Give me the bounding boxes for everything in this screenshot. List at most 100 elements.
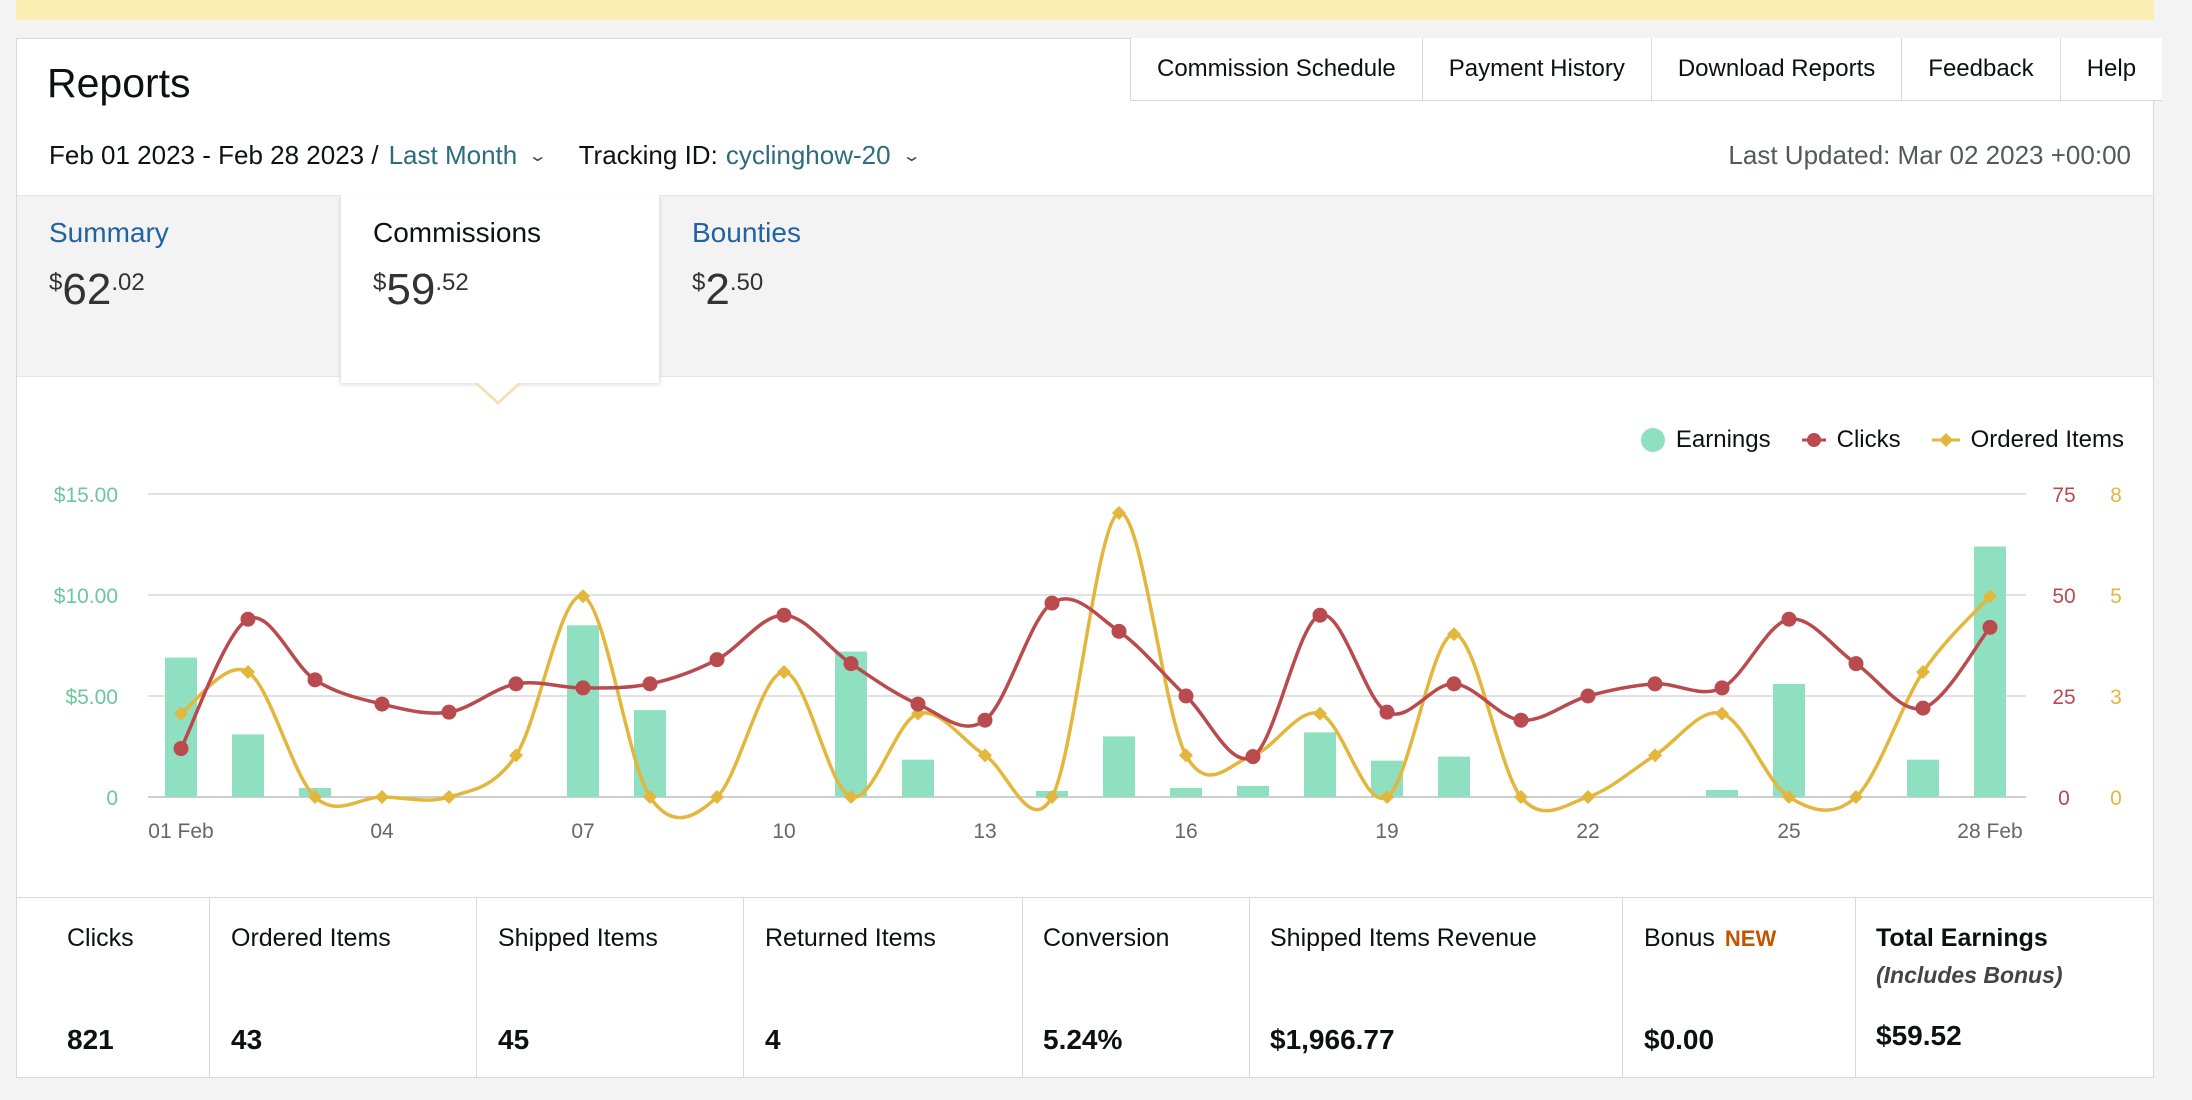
clicks-point [709, 652, 725, 668]
clicks-point [1044, 595, 1060, 611]
ordered-items-point [710, 790, 724, 804]
active-tab-pointer-inner [477, 382, 519, 401]
x-tick-label: 01 Feb [148, 820, 213, 843]
ordered-items-point [1648, 748, 1662, 763]
ordered-items-point [1715, 706, 1729, 721]
clicks-point [1178, 688, 1194, 704]
tracking-label: Tracking ID: [578, 140, 718, 170]
stat-value: 45 [498, 1024, 530, 1055]
tracking-id-dropdown[interactable]: cyclinghow-20 [725, 140, 891, 170]
ordered-items-point [1112, 505, 1126, 520]
ordered-items-point [509, 748, 523, 763]
clicks-point [910, 696, 926, 712]
ordered-items-point [844, 790, 858, 804]
y-left-tick-label: 0 [106, 787, 118, 810]
period-dropdown[interactable]: Last Month [388, 140, 518, 170]
top-nav: Commission Schedule Payment History Down… [1130, 38, 2163, 101]
stat-clicks: Clicks 821 [17, 898, 210, 1078]
ordered-items-point [1447, 627, 1461, 642]
x-tick-label: 10 [772, 820, 795, 843]
feedback-button[interactable]: Feedback [1902, 38, 2061, 100]
x-tick-label: 25 [1777, 820, 1800, 843]
stat-label: Total Earnings [1876, 924, 2048, 952]
stats-row: Clicks 821 Ordered Items 43 Shipped Item… [17, 897, 2153, 1078]
line-diamond-icon [1931, 433, 1960, 447]
earnings-bar [902, 759, 934, 797]
clicks-point [1915, 700, 1931, 716]
earnings-bar [1974, 546, 2006, 797]
earnings-bar [1706, 789, 1738, 797]
new-badge: NEW [1724, 926, 1777, 951]
ordered-items-point [241, 665, 255, 680]
clicks-point [1379, 704, 1395, 720]
earnings-bar [232, 734, 264, 797]
clicks-point [1513, 712, 1529, 728]
x-tick-label: 28 Feb [1957, 820, 2022, 843]
stat-label: Shipped Items Revenue [1270, 924, 1537, 952]
legend-clicks[interactable]: Clicks [1801, 426, 1901, 454]
y-clicks-tick-label: 75 [2052, 484, 2075, 507]
ordered-items-point [1849, 790, 1863, 804]
commissions-amount: $59.52 [373, 265, 469, 314]
tab-bounties-label[interactable]: Bounties [692, 217, 801, 248]
earnings-bar [835, 651, 867, 797]
stat-shipped-items: Shipped Items 45 [477, 898, 744, 1078]
page-title: Reports [47, 60, 191, 106]
commission-schedule-button[interactable]: Commission Schedule [1131, 38, 1423, 100]
y-left-tick-label: $15.00 [54, 484, 118, 507]
ordered-items-point [1514, 790, 1528, 804]
y-items-tick-label: 0 [2110, 787, 2122, 810]
stat-label: Bonus NEW [1644, 924, 1777, 952]
last-updated: Last Updated: Mar 02 2023 +00:00 [1728, 140, 2131, 170]
clicks-point [575, 680, 591, 696]
clicks-point [1982, 619, 1998, 635]
y-left-tick-label: $10.00 [54, 585, 118, 608]
clicks-point [642, 676, 658, 692]
y-items-tick-label: 8 [2110, 484, 2122, 507]
clicks-point [508, 676, 524, 692]
x-tick-label: 22 [1576, 820, 1599, 843]
stat-value: 43 [231, 1024, 263, 1055]
filters-bar: Feb 01 2023 - Feb 28 2023 / Last Month ⌄… [49, 140, 922, 171]
ordered-items-point [576, 589, 590, 604]
stat-value: 5.24% [1043, 1024, 1123, 1055]
earnings-chart: 0 $5.00 $10.00 $15.00 0 25 50 75 0 3 5 8 01 Feb 04 07 1… [54, 484, 2122, 843]
clicks-point [776, 607, 792, 623]
clicks-point [240, 611, 256, 627]
ordered-items-point [1313, 706, 1327, 721]
tab-summary[interactable]: Summary $62.02 [17, 195, 340, 375]
stat-value: 821 [67, 1024, 114, 1055]
circle-icon [1640, 428, 1665, 452]
bounties-amount: $2.50 [692, 265, 764, 314]
clicks-point [1781, 611, 1797, 627]
chevron-down-icon[interactable]: ⌄ [527, 147, 548, 165]
stat-returned-items: Returned Items 4 [744, 898, 1023, 1078]
earnings-bar [634, 710, 666, 797]
chevron-down-icon[interactable]: ⌄ [901, 147, 922, 165]
stat-ordered-items: Ordered Items 43 [210, 898, 477, 1078]
download-reports-button[interactable]: Download Reports [1651, 38, 1903, 100]
help-button[interactable]: Help [2060, 38, 2163, 100]
ordered-items-point [1916, 665, 1930, 680]
tab-bounties[interactable]: Bounties $2.50 [660, 195, 980, 375]
tab-commissions[interactable]: Commissions $59.52 [340, 195, 660, 383]
ordered-items-point [1179, 748, 1193, 763]
stat-conversion: Conversion 5.24% [1023, 898, 1250, 1078]
x-tick-label: 07 [571, 820, 594, 843]
ordered-items-point [442, 790, 456, 804]
ordered-items-point [1782, 790, 1796, 804]
stat-label: Returned Items [765, 924, 936, 952]
summary-amount: $62.02 [49, 265, 145, 314]
ordered-items-point [1983, 589, 1997, 604]
payment-history-button[interactable]: Payment History [1422, 38, 1652, 100]
earnings-bar [1773, 683, 1805, 797]
earnings-bar [1304, 732, 1336, 797]
earnings-bar [1170, 787, 1202, 797]
clicks-point [1580, 688, 1596, 704]
legend-ordered-items[interactable]: Ordered Items [1931, 426, 2124, 454]
tab-commissions-label[interactable]: Commissions [373, 217, 542, 248]
earnings-bar [1237, 785, 1269, 797]
clicks-point [1848, 656, 1864, 672]
tab-summary-label[interactable]: Summary [49, 217, 169, 248]
legend-earnings[interactable]: Earnings [1640, 426, 1771, 454]
